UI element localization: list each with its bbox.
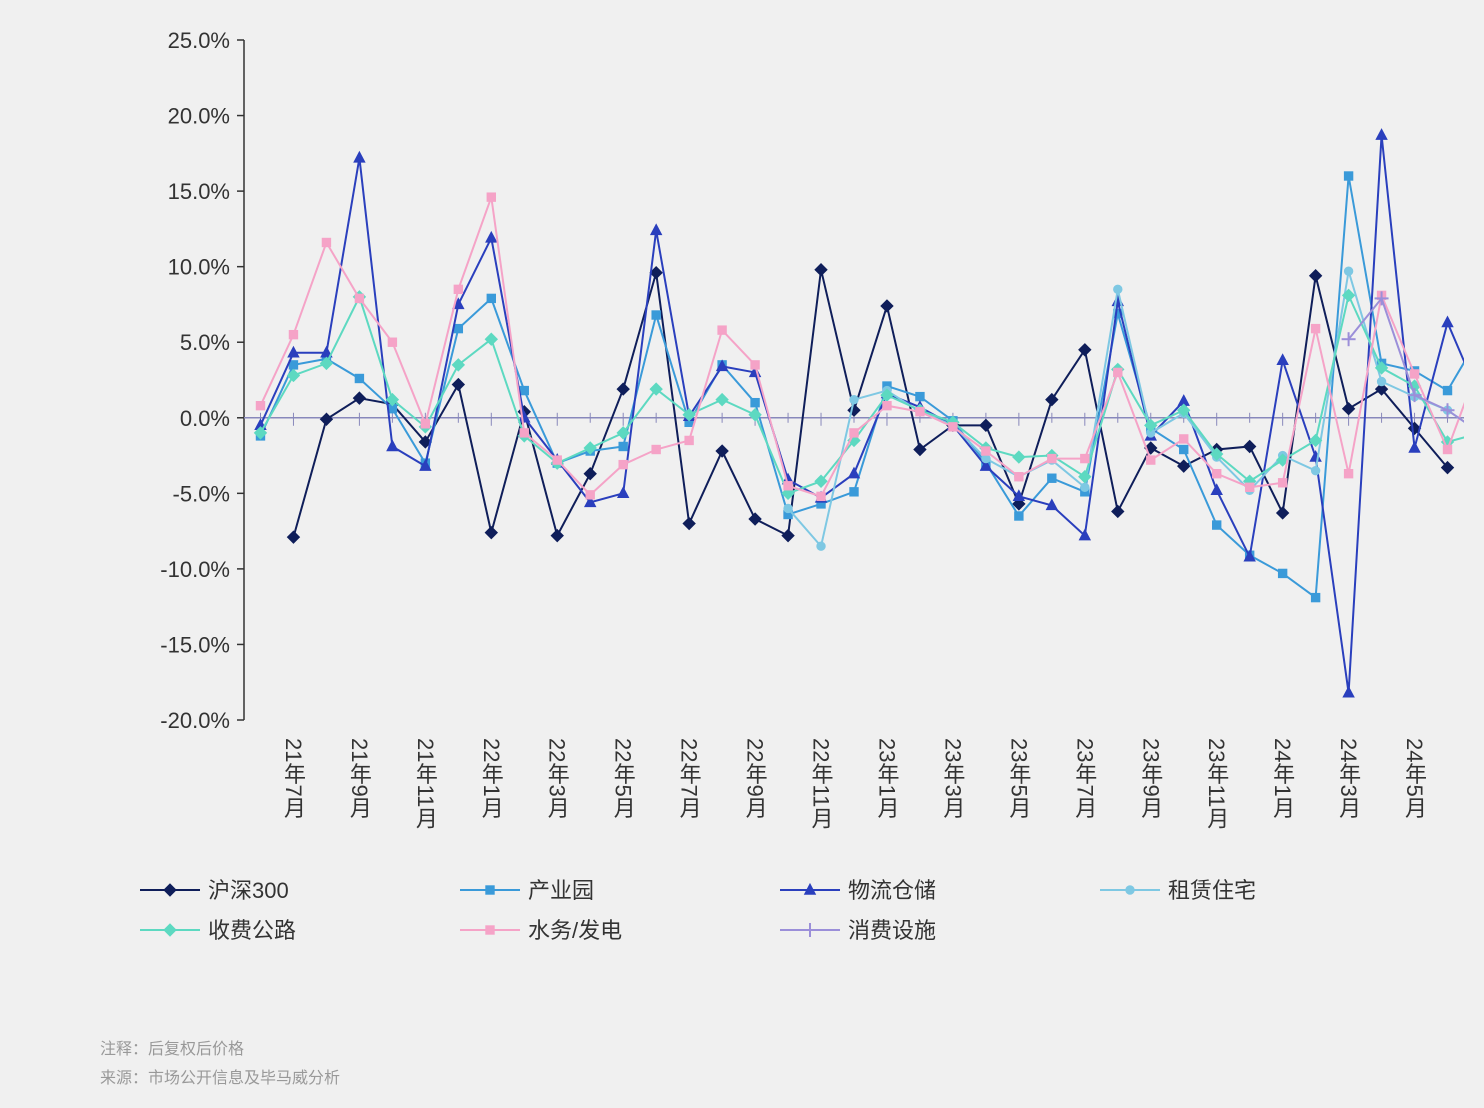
- svg-text:-15.0%: -15.0%: [160, 632, 230, 657]
- svg-text:23年7月: 23年7月: [1072, 738, 1097, 819]
- svg-text:物流仓储: 物流仓储: [848, 878, 936, 903]
- svg-text:24年3月: 24年3月: [1336, 738, 1361, 819]
- svg-text:21年9月: 21年9月: [347, 738, 372, 819]
- svg-text:23年5月: 23年5月: [1006, 738, 1031, 819]
- footnote-source: 来源：市场公开信息及毕马威分析: [100, 1064, 1464, 1088]
- svg-text:20.0%: 20.0%: [168, 104, 230, 129]
- svg-text:25.0%: 25.0%: [168, 28, 230, 53]
- svg-text:收费公路: 收费公路: [208, 918, 296, 943]
- svg-text:21年11月: 21年11月: [413, 738, 438, 830]
- svg-text:24年5月: 24年5月: [1402, 738, 1427, 819]
- svg-text:消费设施: 消费设施: [848, 918, 936, 943]
- svg-text:24年1月: 24年1月: [1270, 738, 1295, 819]
- svg-text:22年7月: 22年7月: [677, 738, 702, 819]
- svg-text:22年3月: 22年3月: [545, 738, 570, 819]
- svg-text:23年1月: 23年1月: [874, 738, 899, 819]
- svg-text:22年1月: 22年1月: [479, 738, 504, 819]
- svg-text:-5.0%: -5.0%: [173, 481, 230, 506]
- svg-text:10.0%: 10.0%: [168, 255, 230, 280]
- svg-text:租赁住宅: 租赁住宅: [1168, 878, 1256, 903]
- svg-text:23年3月: 23年3月: [940, 738, 965, 819]
- svg-text:沪深300: 沪深300: [208, 878, 289, 903]
- chart-container: -20.0% -15.0% -10.0% -5.0% 0.0% 5.0% 10.0% 15.0…: [20, 20, 1464, 1030]
- line-chart: -20.0% -15.0% -10.0% -5.0% 0.0% 5.0% 10.0% 15.0…: [20, 20, 1464, 1030]
- svg-text:22年11月: 22年11月: [809, 738, 834, 830]
- svg-text:22年5月: 22年5月: [611, 738, 636, 819]
- svg-text:水务/发电: 水务/发电: [528, 918, 622, 943]
- svg-text:21年7月: 21年7月: [281, 738, 306, 819]
- svg-text:-20.0%: -20.0%: [160, 708, 230, 733]
- svg-text:22年9月: 22年9月: [743, 738, 768, 819]
- footnote-note: 注释：后复权后价格: [100, 1035, 1464, 1059]
- svg-text:0.0%: 0.0%: [180, 406, 230, 431]
- svg-text:23年9月: 23年9月: [1138, 738, 1163, 819]
- svg-text:产业园: 产业园: [528, 878, 594, 903]
- svg-text:23年11月: 23年11月: [1204, 738, 1229, 830]
- svg-text:5.0%: 5.0%: [180, 330, 230, 355]
- svg-text:-10.0%: -10.0%: [160, 557, 230, 582]
- svg-text:15.0%: 15.0%: [168, 179, 230, 204]
